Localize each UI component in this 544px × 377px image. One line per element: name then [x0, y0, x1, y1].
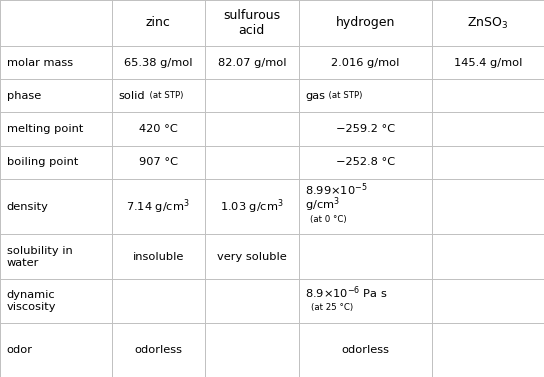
Text: melting point: melting point [7, 124, 83, 134]
Text: 65.38 g/mol: 65.38 g/mol [124, 58, 193, 67]
Text: (at 0 °C): (at 0 °C) [310, 216, 346, 224]
Text: zinc: zinc [146, 17, 171, 29]
Text: 2.016 g/mol: 2.016 g/mol [331, 58, 399, 67]
Text: −259.2 °C: −259.2 °C [336, 124, 395, 134]
Text: boiling point: boiling point [7, 157, 78, 167]
Text: solid: solid [118, 91, 145, 101]
Text: 907 °C: 907 °C [139, 157, 178, 167]
Text: odorless: odorless [341, 345, 390, 355]
Text: 8.9$\times$10$^{-6}$ Pa s: 8.9$\times$10$^{-6}$ Pa s [305, 284, 388, 300]
Text: dynamic
viscosity: dynamic viscosity [7, 290, 56, 312]
Text: solubility in
water: solubility in water [7, 246, 72, 268]
Text: 82.07 g/mol: 82.07 g/mol [218, 58, 286, 67]
Text: sulfurous
acid: sulfurous acid [223, 9, 281, 37]
Text: odor: odor [7, 345, 33, 355]
Text: 8.99$\times$10$^{-5}$: 8.99$\times$10$^{-5}$ [305, 182, 368, 198]
Text: odorless: odorless [134, 345, 182, 355]
Text: 145.4 g/mol: 145.4 g/mol [454, 58, 522, 67]
Text: very soluble: very soluble [217, 252, 287, 262]
Text: insoluble: insoluble [133, 252, 184, 262]
Text: −252.8 °C: −252.8 °C [336, 157, 395, 167]
Text: 1.03 g/cm$^3$: 1.03 g/cm$^3$ [220, 197, 284, 216]
Text: molar mass: molar mass [7, 58, 73, 67]
Text: g/cm$^3$: g/cm$^3$ [305, 196, 340, 214]
Text: ZnSO$_3$: ZnSO$_3$ [467, 15, 509, 31]
Text: phase: phase [7, 91, 41, 101]
Text: gas: gas [305, 91, 325, 101]
Text: (at STP): (at STP) [144, 91, 183, 100]
Text: 420 °C: 420 °C [139, 124, 178, 134]
Text: (at 25 °C): (at 25 °C) [311, 303, 353, 313]
Text: 7.14 g/cm$^3$: 7.14 g/cm$^3$ [126, 197, 190, 216]
Text: hydrogen: hydrogen [336, 17, 395, 29]
Text: (at STP): (at STP) [323, 91, 362, 100]
Text: density: density [7, 202, 48, 211]
